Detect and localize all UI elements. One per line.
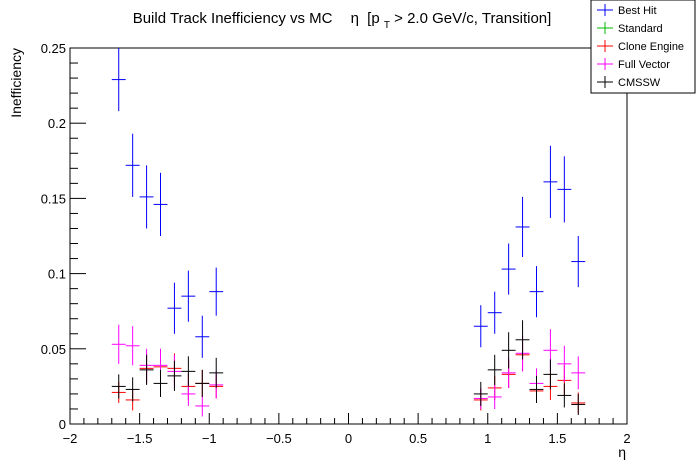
legend-label: CMSSW xyxy=(618,77,661,89)
data-point xyxy=(543,145,558,218)
legend-entry: Standard xyxy=(597,22,663,35)
data-point xyxy=(167,360,182,391)
x-axis-title: η xyxy=(618,444,626,460)
data-point xyxy=(195,315,210,358)
data-point xyxy=(167,282,182,334)
series-layer xyxy=(111,48,586,417)
data-point xyxy=(557,345,572,382)
x-tick-label: −0.5 xyxy=(266,431,292,446)
x-tick-label: 1 xyxy=(484,431,491,446)
legend-label: Clone Engine xyxy=(618,41,684,53)
y-tick-label: 0.05 xyxy=(41,342,66,357)
data-point xyxy=(139,354,154,385)
y-tick-label: 0.1 xyxy=(48,267,66,282)
x-tick-label: −2 xyxy=(63,431,78,446)
data-point xyxy=(487,384,502,409)
x-tick-label: −1.5 xyxy=(127,431,153,446)
data-point xyxy=(487,291,502,334)
data-point xyxy=(195,395,210,417)
data-point xyxy=(181,356,196,387)
data-point xyxy=(153,172,168,236)
data-point xyxy=(543,359,558,390)
data-point xyxy=(515,320,530,360)
data-point xyxy=(209,357,224,388)
data-point xyxy=(111,48,126,112)
x-axis: −2 −1.5 −1 −0.5 0 0.5 1 1.5 2 xyxy=(63,413,631,446)
x-tick-label: 1.5 xyxy=(548,431,566,446)
legend-label: Best Hit xyxy=(618,5,657,17)
legend: Best Hit Standard Clone Engine Full Vector C… xyxy=(590,0,696,94)
legend-entry: Full Vector xyxy=(597,58,670,71)
legend-entry: Best Hit xyxy=(597,4,657,17)
data-point xyxy=(571,393,586,415)
data-point xyxy=(111,374,126,399)
x-tick-label: 2 xyxy=(623,431,630,446)
y-tick-label: 0.2 xyxy=(48,116,66,131)
data-point xyxy=(473,305,488,348)
x-tick-label: 0.5 xyxy=(409,431,427,446)
y-tick-label: 0 xyxy=(59,417,66,432)
data-point xyxy=(153,369,168,397)
data-point xyxy=(181,270,196,322)
data-point xyxy=(529,375,544,403)
data-point xyxy=(515,196,530,258)
x-tick-label: 0 xyxy=(345,431,352,446)
y-tick-label: 0.25 xyxy=(41,41,66,56)
data-point xyxy=(557,383,572,408)
data-point xyxy=(557,156,572,223)
legend-label: Full Vector xyxy=(618,59,670,71)
data-point xyxy=(209,267,224,316)
data-point xyxy=(111,324,126,364)
y-axis: 0 0.05 0.1 0.15 0.2 0.25 xyxy=(41,41,86,432)
legend-label: Standard xyxy=(618,23,663,35)
data-point xyxy=(125,377,140,402)
data-point xyxy=(501,243,516,295)
data-point xyxy=(501,332,516,369)
chart-title: Build Track Inefficiency vs MC η [p T > … xyxy=(133,10,552,32)
data-point xyxy=(487,354,502,385)
data-point xyxy=(571,236,586,288)
data-point xyxy=(125,326,140,366)
data-point xyxy=(195,369,210,397)
data-point xyxy=(139,165,154,229)
x-tick-label: −1 xyxy=(202,431,217,446)
data-point xyxy=(529,266,544,318)
legend-entry: CMSSW xyxy=(597,76,661,89)
series-best-hit xyxy=(111,48,586,358)
series-cmssw xyxy=(111,320,586,415)
data-point xyxy=(125,133,140,197)
legend-entry: Clone Engine xyxy=(597,40,684,53)
data-point xyxy=(571,356,586,390)
data-point xyxy=(473,381,488,406)
y-axis-title: Inefficiency xyxy=(8,48,24,118)
y-tick-label: 0.15 xyxy=(41,191,66,206)
